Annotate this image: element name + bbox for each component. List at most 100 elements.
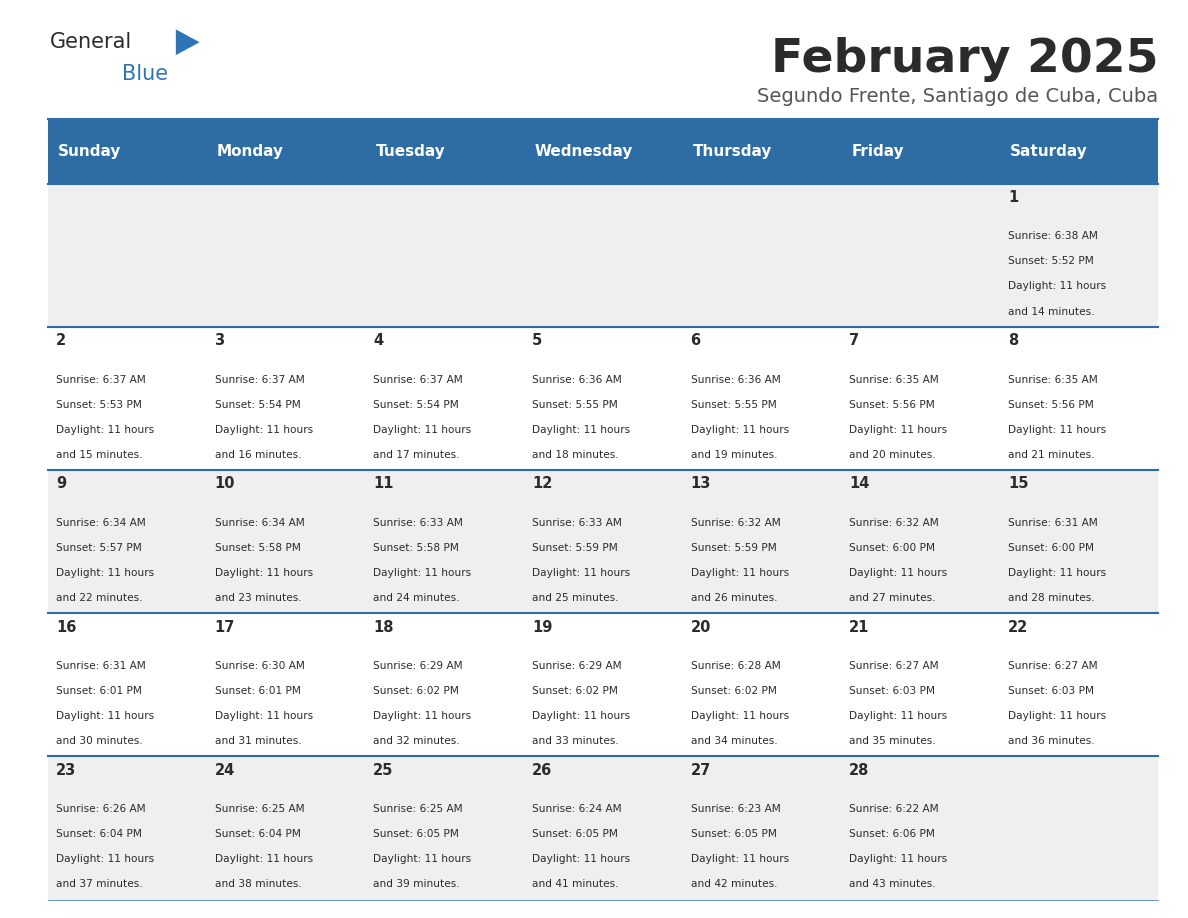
Text: 4: 4 [373, 333, 384, 348]
Polygon shape [176, 29, 200, 55]
Text: Sunrise: 6:25 AM: Sunrise: 6:25 AM [373, 804, 463, 814]
Text: Daylight: 11 hours: Daylight: 11 hours [373, 568, 472, 577]
Text: Sunset: 5:54 PM: Sunset: 5:54 PM [215, 399, 301, 409]
Bar [999, 184, 1158, 327]
Text: Daylight: 11 hours: Daylight: 11 hours [215, 568, 312, 577]
Text: Daylight: 11 hours: Daylight: 11 hours [215, 425, 312, 434]
Text: 9: 9 [56, 476, 67, 491]
Bar [207, 756, 365, 900]
Bar [999, 470, 1158, 613]
Text: Daylight: 11 hours: Daylight: 11 hours [373, 855, 472, 864]
Text: Sunset: 6:02 PM: Sunset: 6:02 PM [532, 686, 618, 696]
Text: Sunrise: 6:37 AM: Sunrise: 6:37 AM [56, 375, 146, 385]
Text: 3: 3 [215, 333, 225, 348]
Text: 20: 20 [690, 620, 710, 634]
Text: and 32 minutes.: and 32 minutes. [373, 736, 460, 746]
Text: Thursday: Thursday [693, 144, 772, 159]
Text: Daylight: 11 hours: Daylight: 11 hours [532, 855, 630, 864]
Text: Sunset: 6:03 PM: Sunset: 6:03 PM [849, 686, 935, 696]
Text: Sunset: 5:53 PM: Sunset: 5:53 PM [56, 399, 141, 409]
Text: Blue: Blue [122, 64, 169, 84]
Text: 19: 19 [532, 620, 552, 634]
Text: Sunset: 6:06 PM: Sunset: 6:06 PM [849, 829, 935, 839]
Text: 25: 25 [373, 763, 393, 778]
Text: 11: 11 [373, 476, 393, 491]
Text: and 38 minutes.: and 38 minutes. [215, 879, 302, 890]
Text: Sunset: 5:57 PM: Sunset: 5:57 PM [56, 543, 141, 553]
Bar [48, 184, 207, 327]
Bar [48, 756, 207, 900]
Bar [841, 756, 999, 900]
Text: 15: 15 [1007, 476, 1029, 491]
Text: Sunrise: 6:22 AM: Sunrise: 6:22 AM [849, 804, 939, 814]
Text: Sunrise: 6:30 AM: Sunrise: 6:30 AM [215, 661, 304, 671]
Text: and 17 minutes.: and 17 minutes. [373, 450, 460, 460]
Bar [365, 613, 524, 756]
Bar [48, 119, 1158, 184]
Text: and 16 minutes.: and 16 minutes. [215, 450, 301, 460]
Text: 8: 8 [1007, 333, 1018, 348]
Bar [999, 327, 1158, 470]
Bar [841, 184, 999, 327]
Bar [207, 613, 365, 756]
Text: Sunrise: 6:34 AM: Sunrise: 6:34 AM [215, 518, 304, 528]
Text: Sunrise: 6:37 AM: Sunrise: 6:37 AM [215, 375, 304, 385]
Bar [48, 613, 207, 756]
Text: Daylight: 11 hours: Daylight: 11 hours [849, 711, 947, 721]
Text: and 41 minutes.: and 41 minutes. [532, 879, 619, 890]
Bar [682, 756, 841, 900]
Text: and 43 minutes.: and 43 minutes. [849, 879, 936, 890]
Text: Sunset: 6:05 PM: Sunset: 6:05 PM [373, 829, 459, 839]
Bar [524, 613, 682, 756]
Text: Daylight: 11 hours: Daylight: 11 hours [1007, 568, 1106, 577]
Text: and 23 minutes.: and 23 minutes. [215, 593, 301, 603]
Text: and 18 minutes.: and 18 minutes. [532, 450, 619, 460]
Text: Tuesday: Tuesday [375, 144, 446, 159]
Text: 27: 27 [690, 763, 710, 778]
Bar [682, 184, 841, 327]
Bar [999, 756, 1158, 900]
Text: 1: 1 [1007, 190, 1018, 205]
Text: Sunrise: 6:33 AM: Sunrise: 6:33 AM [532, 518, 621, 528]
Text: 13: 13 [690, 476, 710, 491]
Text: Sunset: 6:02 PM: Sunset: 6:02 PM [690, 686, 777, 696]
Bar [365, 327, 524, 470]
Text: Wednesday: Wednesday [535, 144, 633, 159]
Text: Daylight: 11 hours: Daylight: 11 hours [849, 855, 947, 864]
Text: Sunset: 6:00 PM: Sunset: 6:00 PM [1007, 543, 1094, 553]
Text: Sunday: Sunday [58, 144, 121, 159]
Text: and 15 minutes.: and 15 minutes. [56, 450, 143, 460]
Text: 21: 21 [849, 620, 870, 634]
Text: Sunrise: 6:29 AM: Sunrise: 6:29 AM [532, 661, 621, 671]
Text: Sunrise: 6:27 AM: Sunrise: 6:27 AM [849, 661, 939, 671]
Text: February 2025: February 2025 [771, 37, 1158, 82]
Text: Saturday: Saturday [1010, 144, 1088, 159]
Text: Sunrise: 6:25 AM: Sunrise: 6:25 AM [215, 804, 304, 814]
Text: and 36 minutes.: and 36 minutes. [1007, 736, 1094, 746]
Text: Daylight: 11 hours: Daylight: 11 hours [215, 855, 312, 864]
Text: 17: 17 [215, 620, 235, 634]
Text: 5: 5 [532, 333, 542, 348]
Text: 10: 10 [215, 476, 235, 491]
Text: Monday: Monday [217, 144, 284, 159]
Text: Sunset: 6:04 PM: Sunset: 6:04 PM [215, 829, 301, 839]
Bar [999, 613, 1158, 756]
Bar [841, 613, 999, 756]
Bar [524, 470, 682, 613]
Bar [524, 184, 682, 327]
Bar [207, 184, 365, 327]
Bar [207, 327, 365, 470]
Text: Sunrise: 6:32 AM: Sunrise: 6:32 AM [690, 518, 781, 528]
Text: Daylight: 11 hours: Daylight: 11 hours [532, 711, 630, 721]
Text: and 25 minutes.: and 25 minutes. [532, 593, 619, 603]
Text: and 27 minutes.: and 27 minutes. [849, 593, 936, 603]
Bar [207, 470, 365, 613]
Bar [841, 327, 999, 470]
Text: Sunrise: 6:27 AM: Sunrise: 6:27 AM [1007, 661, 1098, 671]
Text: Sunset: 5:54 PM: Sunset: 5:54 PM [373, 399, 459, 409]
Text: Daylight: 11 hours: Daylight: 11 hours [690, 711, 789, 721]
Text: Sunrise: 6:33 AM: Sunrise: 6:33 AM [373, 518, 463, 528]
Text: and 22 minutes.: and 22 minutes. [56, 593, 143, 603]
Text: and 26 minutes.: and 26 minutes. [690, 593, 777, 603]
Bar [682, 613, 841, 756]
